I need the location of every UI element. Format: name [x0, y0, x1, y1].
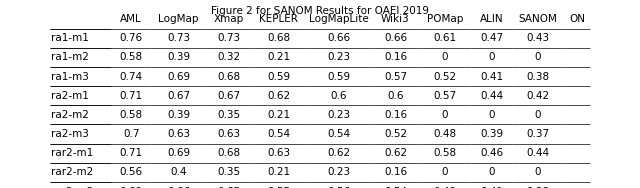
Text: Figure 2 for SANOM Results for OAEI 2019: Figure 2 for SANOM Results for OAEI 2019 [211, 6, 429, 16]
